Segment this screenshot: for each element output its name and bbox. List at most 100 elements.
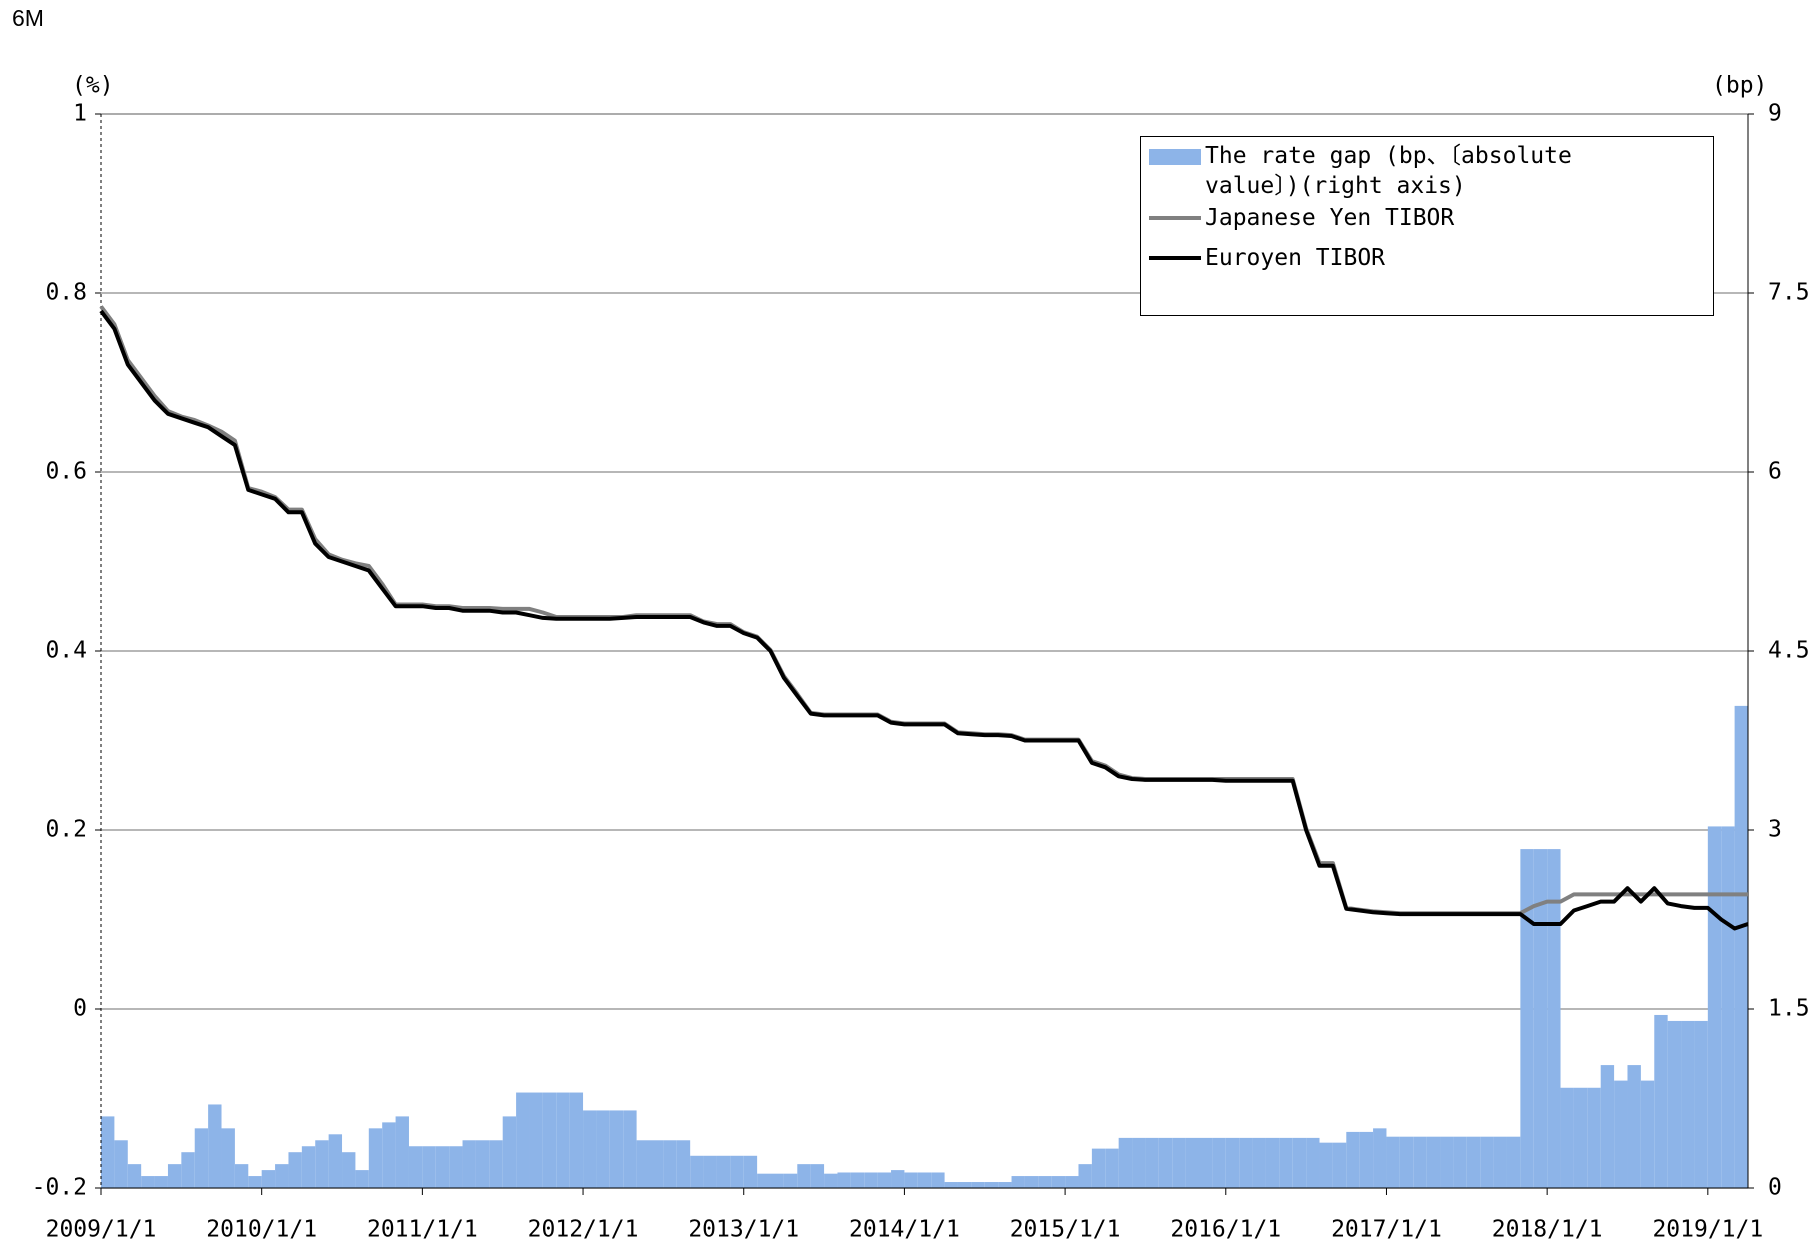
bar — [1600, 1065, 1615, 1188]
bar — [382, 1122, 396, 1188]
bar — [1399, 1136, 1414, 1188]
bar — [1292, 1137, 1307, 1188]
bar — [462, 1140, 476, 1188]
y-tick-label: 1 — [73, 101, 87, 127]
bar — [1573, 1087, 1588, 1188]
y-tick-label: 0.6 — [45, 459, 87, 485]
bar — [1627, 1065, 1641, 1188]
bar — [676, 1140, 691, 1188]
bar — [663, 1140, 677, 1188]
x-tick-label: 2012/1/1 — [528, 1217, 639, 1243]
legend-swatch — [1149, 256, 1201, 260]
bar — [1587, 1087, 1601, 1188]
bar — [1694, 1020, 1708, 1188]
y-tick-label: 0.2 — [45, 817, 87, 843]
x-tick-label: 2018/1/1 — [1492, 1217, 1603, 1243]
bar — [315, 1140, 329, 1188]
bar — [342, 1152, 356, 1188]
bar — [328, 1134, 343, 1188]
bar — [1440, 1136, 1454, 1188]
y-tick-label: 0.4 — [45, 638, 87, 664]
y2-tick-label: 4.5 — [1768, 638, 1810, 664]
y-tick-label: 0 — [73, 996, 87, 1022]
bar — [636, 1140, 650, 1188]
bar — [931, 1172, 945, 1188]
bar — [797, 1164, 811, 1188]
bar — [1265, 1137, 1280, 1188]
x-tick-label: 2017/1/1 — [1331, 1217, 1442, 1243]
bar — [275, 1164, 289, 1188]
bar — [1413, 1136, 1427, 1188]
bar — [516, 1092, 530, 1188]
bar — [101, 1116, 115, 1188]
bar — [1212, 1137, 1226, 1188]
bar — [596, 1110, 610, 1188]
bar — [1640, 1080, 1655, 1188]
bar — [355, 1170, 369, 1188]
bar — [395, 1116, 409, 1188]
bar — [154, 1176, 168, 1188]
bar — [1185, 1137, 1199, 1188]
bar — [1225, 1137, 1240, 1188]
legend-swatch — [1149, 149, 1201, 165]
bar — [609, 1110, 624, 1188]
bar — [904, 1172, 918, 1188]
y2-axis-label: (bp) — [1712, 73, 1767, 99]
bar — [435, 1146, 450, 1188]
bar — [1560, 1087, 1574, 1188]
y2-tick-label: 3 — [1768, 817, 1782, 843]
y2-tick-label: 9 — [1768, 101, 1782, 127]
bar — [1038, 1176, 1052, 1188]
bar — [1011, 1176, 1025, 1188]
bar — [1547, 849, 1561, 1188]
bar — [1332, 1142, 1347, 1188]
bar — [1024, 1176, 1039, 1188]
bar — [623, 1110, 637, 1188]
bar — [1681, 1020, 1695, 1188]
bar — [449, 1146, 463, 1188]
bar — [1480, 1136, 1494, 1188]
bar — [1172, 1137, 1186, 1188]
bar — [1105, 1148, 1119, 1188]
bar — [824, 1173, 838, 1188]
x-tick-label: 2011/1/1 — [367, 1217, 478, 1243]
bar — [208, 1104, 222, 1188]
bar — [1734, 705, 1748, 1188]
y2-tick-label: 7.5 — [1768, 280, 1810, 306]
x-tick-label: 2010/1/1 — [206, 1217, 317, 1243]
bar — [1279, 1137, 1293, 1188]
bar — [1667, 1020, 1682, 1188]
bar — [1493, 1136, 1507, 1188]
bar — [221, 1128, 235, 1188]
y-axis-label: (%) — [72, 73, 114, 99]
bar — [690, 1155, 704, 1188]
bar — [288, 1152, 302, 1188]
x-tick-label: 2013/1/1 — [688, 1217, 799, 1243]
bar — [1239, 1137, 1253, 1188]
bar — [1506, 1136, 1521, 1188]
legend-swatch — [1149, 216, 1201, 220]
bar — [569, 1092, 584, 1188]
bar — [1346, 1131, 1360, 1188]
bar — [181, 1152, 195, 1188]
legend-label: The rate gap (bp、〔absolute value〕)(right… — [1205, 143, 1572, 199]
bar — [891, 1170, 905, 1188]
bar — [529, 1092, 543, 1188]
bar — [770, 1173, 784, 1188]
bar — [1426, 1136, 1441, 1188]
bar — [1373, 1128, 1387, 1188]
bar — [114, 1140, 128, 1188]
x-tick-label: 2009/1/1 — [46, 1217, 157, 1243]
bar — [167, 1164, 182, 1188]
bar — [1721, 826, 1735, 1188]
x-tick-label: 2014/1/1 — [849, 1217, 960, 1243]
bar — [502, 1116, 517, 1188]
bar — [542, 1092, 557, 1188]
bar — [1252, 1137, 1266, 1188]
bar — [783, 1173, 798, 1188]
bar — [984, 1182, 999, 1188]
bar — [1306, 1137, 1320, 1188]
bar — [917, 1172, 932, 1188]
bar — [971, 1182, 985, 1188]
